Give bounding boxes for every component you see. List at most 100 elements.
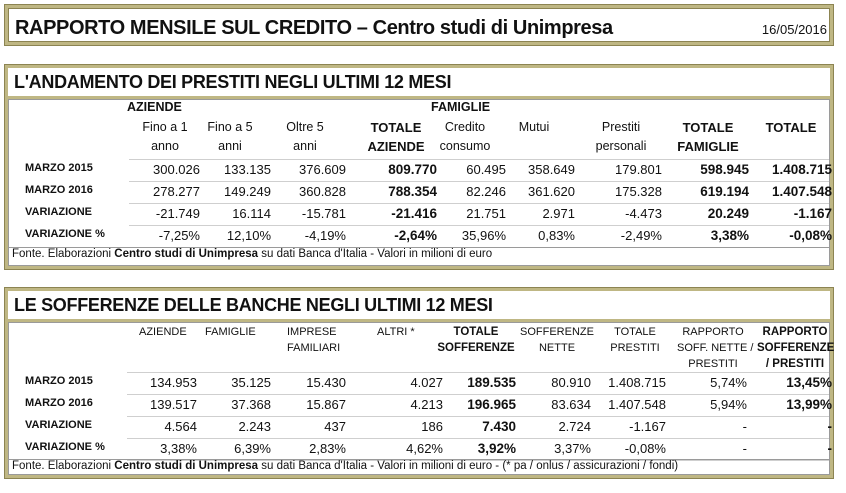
table-cell: 196.965 <box>467 397 516 412</box>
col-header-4-line-0: TOTALE <box>453 326 499 338</box>
table-cell: 5,74% <box>710 375 747 390</box>
table-cell: 0,83% <box>538 228 575 243</box>
table-cell: - <box>742 441 747 456</box>
source-note: Fonte. Elaborazioni Centro studi di Unim… <box>12 460 678 472</box>
col-header-2-line-1: FAMILIARI <box>287 342 341 354</box>
col-header-7-line-2: PRESTITI <box>688 358 738 370</box>
col-header-8-line-0: RAPPORTO <box>762 326 828 338</box>
table-cell: 1.407.548 <box>608 397 666 412</box>
col-header-1-line-0: Fino a 5 <box>207 120 253 134</box>
table-cell: 4.027 <box>410 375 443 390</box>
col-header-3-line-0: TOTALE <box>370 120 422 135</box>
table-cell: 1.408.715 <box>608 375 666 390</box>
source-divider <box>9 247 829 248</box>
row-divider <box>127 460 829 461</box>
table-cell: 149.249 <box>224 184 271 199</box>
col-header-0-line-1: anno <box>151 139 179 153</box>
row-divider <box>127 438 829 439</box>
col-header-8-line-0: TOTALE <box>765 120 817 135</box>
table-cell: 133.135 <box>224 162 271 177</box>
table-cell: 186 <box>421 419 443 434</box>
source-divider <box>9 459 829 460</box>
col-header-0-line-0: Fino a 1 <box>142 120 188 134</box>
row-divider <box>127 372 829 373</box>
col-header-8-line-2: / PRESTITI <box>765 358 825 370</box>
row-label: VARIAZIONE % <box>25 228 105 240</box>
table-cell: 4,62% <box>406 441 443 456</box>
table-cell: 21.751 <box>466 206 506 221</box>
table-cell: -1.167 <box>629 419 666 434</box>
row-divider <box>129 159 829 160</box>
table-cell: - <box>827 419 833 434</box>
report-header: RAPPORTO MENSILE SUL CREDITO – Centro st… <box>4 4 834 46</box>
table-cell: 788.354 <box>388 184 437 199</box>
table-cell: 15.430 <box>306 375 346 390</box>
bad-loans-panel: LE SOFFERENZE DELLE BANCHE NEGLI ULTIMI … <box>4 287 834 479</box>
table-cell: - <box>827 441 833 456</box>
group-aziende: AZIENDE <box>127 100 182 114</box>
table-cell: -4,19% <box>304 228 346 243</box>
col-header-3-line-1: AZIENDE <box>367 139 425 154</box>
report-header-inner: RAPPORTO MENSILE SUL CREDITO – Centro st… <box>8 8 830 42</box>
table-cell: 3,38% <box>160 441 197 456</box>
table-cell: 4.564 <box>164 419 197 434</box>
row-label: MARZO 2016 <box>25 397 93 409</box>
table-cell: 80.910 <box>551 375 591 390</box>
row-divider <box>129 225 829 226</box>
table-cell: -0,08% <box>789 228 832 243</box>
table-cell: 2.724 <box>558 419 591 434</box>
table-cell: 2.971 <box>542 206 575 221</box>
table-cell: -4.473 <box>625 206 662 221</box>
source-prefix: Fonte. Elaborazioni <box>12 460 115 472</box>
col-header-6-line-1: personali <box>595 139 647 153</box>
row-label: VARIAZIONE <box>25 206 93 218</box>
col-header-8-line-1: SOFFERENZE <box>757 342 835 354</box>
col-header-7-line-0: TOTALE <box>682 120 734 135</box>
loans-panel-title: L'ANDAMENTO DEI PRESTITI NEGLI ULTIMI 12… <box>14 72 452 92</box>
col-header-2-line-0: Oltre 5 <box>286 120 324 134</box>
col-header-0-line-0: AZIENDE <box>139 326 187 338</box>
col-header-4-line-1: SOFFERENZE <box>437 342 515 354</box>
table-cell: 619.194 <box>700 184 749 199</box>
table-cell: -0,08% <box>624 441 666 456</box>
table-cell: 361.620 <box>528 184 575 199</box>
col-header-3-line-0: ALTRI * <box>377 326 415 338</box>
table-cell: 4.213 <box>410 397 443 412</box>
col-header-5-line-1: NETTE <box>538 342 576 354</box>
col-header-5-line-0: SOFFERENZE <box>520 326 594 338</box>
loans-table: AZIENDE FAMIGLIE Fino a 1 anno Fino a 5 anni O… <box>8 99 832 266</box>
table-cell: -2,64% <box>394 228 437 243</box>
table-cell: 179.801 <box>615 162 662 177</box>
table-cell: 2,83% <box>309 441 346 456</box>
table-cell: 6,39% <box>234 441 271 456</box>
col-header-6-line-0: Prestiti <box>601 120 641 134</box>
table-cell: 189.535 <box>467 375 516 390</box>
table-cell: 83.634 <box>551 397 591 412</box>
col-header-7-line-1: FAMIGLIE <box>677 139 739 154</box>
row-label: MARZO 2015 <box>25 162 93 174</box>
row-label: VARIAZIONE % <box>25 441 105 453</box>
row-divider <box>127 394 829 395</box>
source-org: Centro studi di Unimpresa <box>114 460 259 472</box>
table-cell: 1.408.715 <box>771 162 832 177</box>
row-divider <box>127 416 829 417</box>
table-cell: 437 <box>324 419 346 434</box>
col-header-7-line-1: SOFF. NETTE / <box>677 342 754 354</box>
table-cell: -21.416 <box>391 206 437 221</box>
source-prefix: Fonte. Elaborazioni <box>12 248 115 260</box>
source-org: Centro studi di Unimpresa <box>114 248 259 260</box>
table-cell: 60.495 <box>466 162 506 177</box>
row-label: MARZO 2016 <box>25 184 93 196</box>
col-header-4-line-1: consumo <box>439 139 491 153</box>
table-cell: 3,92% <box>477 441 516 456</box>
table-cell: 2.243 <box>238 419 271 434</box>
table-cell: 13,45% <box>786 375 832 390</box>
table-cell: 3,37% <box>554 441 591 456</box>
table-cell: 134.953 <box>150 375 197 390</box>
col-header-2-line-1: anni <box>293 139 317 153</box>
table-cell: 139.517 <box>150 397 197 412</box>
table-cell: 175.328 <box>615 184 662 199</box>
table-cell: 3,38% <box>710 228 749 243</box>
row-divider <box>129 181 829 182</box>
table-cell: 12,10% <box>226 228 271 243</box>
